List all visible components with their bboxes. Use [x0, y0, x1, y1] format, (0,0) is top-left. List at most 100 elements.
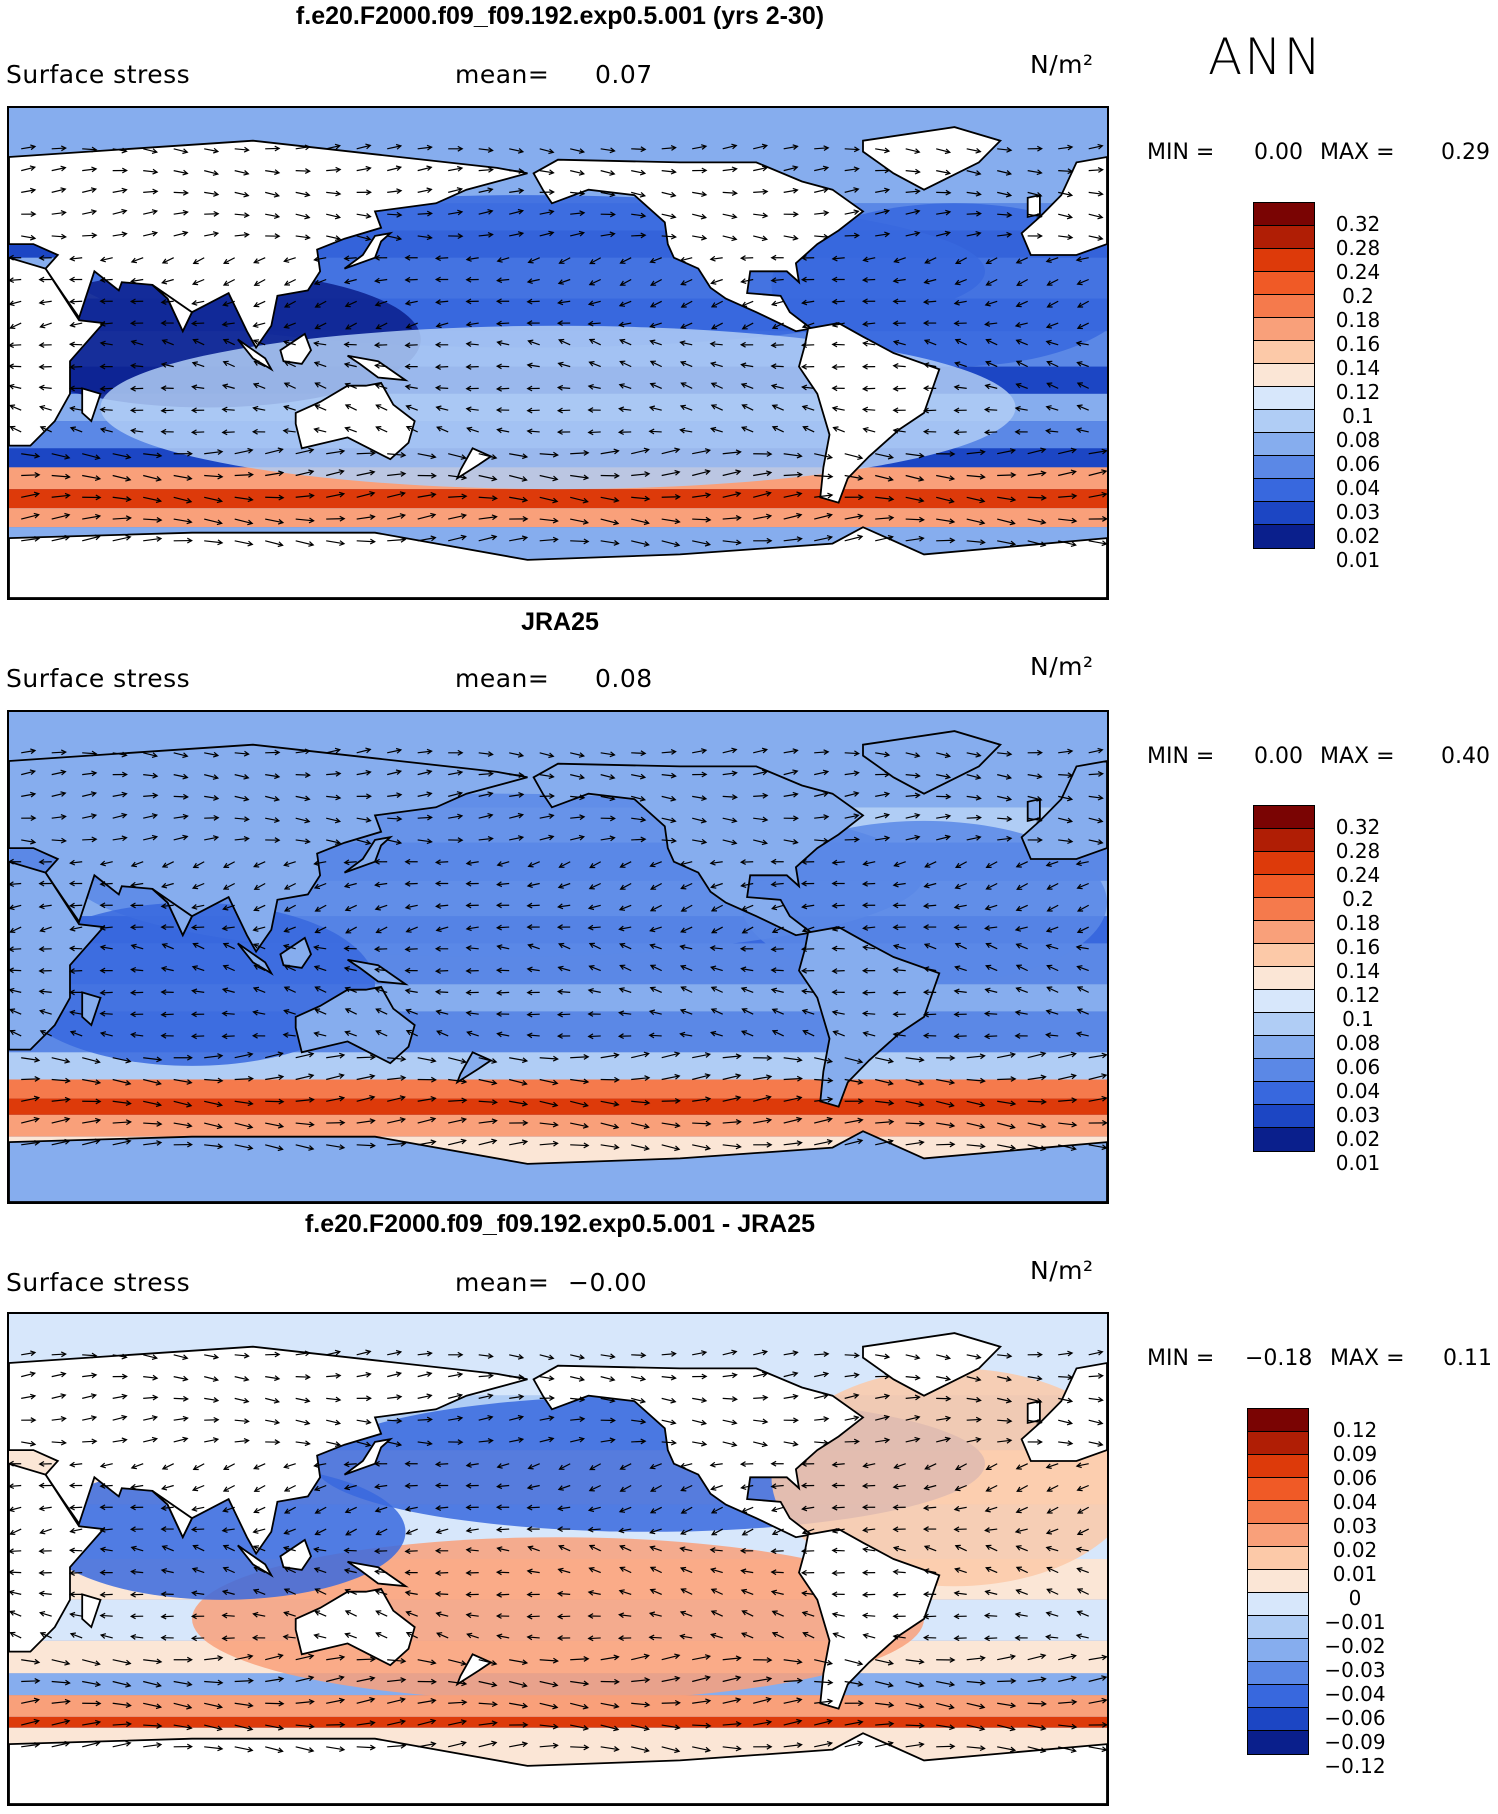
panel-1-mean-value: 0.07 [595, 60, 653, 89]
colorbar-swatch [1248, 1432, 1308, 1455]
colorbar-tick-label: 0.18 [1335, 308, 1381, 332]
panel-2-mean-value: 0.08 [595, 664, 653, 693]
colorbar-swatch [1248, 1501, 1308, 1524]
colorbar-swatch [1254, 456, 1314, 479]
colorbar-swatch [1248, 1593, 1308, 1616]
panel-3-colorbar-labels: 0.12 0.09 0.06 0.04 0.03 0.02 0.01 0 −0.01 −0.02−… [1320, 1418, 1390, 1778]
colorbar-swatch [1254, 806, 1314, 829]
colorbar-swatch [1254, 364, 1314, 387]
colorbar-tick-label: 0.06 [1335, 452, 1381, 476]
colorbar-swatch [1254, 318, 1314, 341]
colorbar-swatch [1254, 944, 1314, 967]
colorbar-swatch [1254, 921, 1314, 944]
colorbar-tick-label: 0.28 [1335, 839, 1381, 863]
colorbar-swatch [1254, 852, 1314, 875]
colorbar-tick-label: 0.03 [1332, 1514, 1378, 1538]
colorbar-tick-label: 0.32 [1335, 212, 1381, 236]
colorbar-swatch [1254, 1059, 1314, 1082]
colorbar-tick-label: 0.08 [1335, 428, 1381, 452]
panel-3-map [7, 1312, 1109, 1806]
colorbar-swatch [1254, 272, 1314, 295]
colorbar-tick-label: 0.24 [1335, 863, 1381, 887]
panel-1-colorbar [1253, 202, 1315, 549]
season-label: ANN [1208, 28, 1324, 86]
colorbar-swatch [1254, 1105, 1314, 1128]
panel-3-units: N/m² [1030, 1256, 1094, 1285]
colorbar-swatch [1254, 875, 1314, 898]
colorbar-tick-label: 0.12 [1332, 1418, 1378, 1442]
colorbar-tick-label: 0.2 [1342, 887, 1374, 911]
colorbar-swatch [1254, 967, 1314, 990]
colorbar-swatch [1248, 1455, 1308, 1478]
colorbar-swatch [1254, 502, 1314, 525]
colorbar-tick-label: 0.1 [1342, 404, 1374, 428]
panel-1-variable: Surface stress [6, 60, 191, 89]
colorbar-tick-label: 0.1 [1342, 1007, 1374, 1031]
colorbar-tick-label: 0.01 [1335, 548, 1381, 572]
colorbar-tick-label: 0.04 [1332, 1490, 1378, 1514]
colorbar-swatch [1254, 410, 1314, 433]
panel-3-mean-label: mean= [455, 1268, 550, 1297]
colorbar-tick-label: −0.01 [1324, 1610, 1386, 1634]
colorbar-tick-label: 0.16 [1335, 935, 1381, 959]
panel-2-map [7, 710, 1109, 1204]
panel-2-colorbar-labels: 0.32 0.28 0.24 0.2 0.18 0.16 0.14 0.12 0.1 0.08 0.… [1323, 815, 1393, 1175]
colorbar-swatch [1254, 341, 1314, 364]
colorbar-swatch [1254, 1036, 1314, 1059]
colorbar-swatch [1248, 1662, 1308, 1685]
colorbar-tick-label: 0.03 [1335, 500, 1381, 524]
colorbar-tick-label: 0.14 [1335, 356, 1381, 380]
colorbar-swatch [1254, 249, 1314, 272]
colorbar-swatch [1248, 1478, 1308, 1501]
colorbar-swatch [1248, 1708, 1308, 1731]
colorbar-swatch [1254, 387, 1314, 410]
colorbar-tick-label: 0.24 [1335, 260, 1381, 284]
colorbar-swatch [1254, 433, 1314, 456]
colorbar-tick-label: 0.01 [1335, 1151, 1381, 1175]
colorbar-tick-label: 0.02 [1335, 524, 1381, 548]
colorbar-swatch [1248, 1409, 1308, 1432]
colorbar-swatch [1254, 1082, 1314, 1105]
panel-1-map [7, 106, 1109, 600]
colorbar-swatch [1254, 1013, 1314, 1036]
colorbar-tick-label: −0.09 [1324, 1730, 1386, 1754]
colorbar-swatch [1248, 1731, 1308, 1754]
colorbar-swatch [1254, 203, 1314, 226]
colorbar-tick-label: 0.16 [1335, 332, 1381, 356]
colorbar-swatch [1248, 1524, 1308, 1547]
colorbar-swatch [1254, 898, 1314, 921]
panel-2-mean-label: mean= [455, 664, 550, 693]
colorbar-swatch [1248, 1547, 1308, 1570]
colorbar-tick-label: 0.04 [1335, 476, 1381, 500]
colorbar-swatch [1248, 1685, 1308, 1708]
colorbar-swatch [1254, 829, 1314, 852]
panel-2-variable: Surface stress [6, 664, 191, 693]
colorbar-tick-label: 0.02 [1335, 1127, 1381, 1151]
colorbar-tick-label: 0 [1348, 1586, 1362, 1610]
panel-1-mean-label: mean= [455, 60, 550, 89]
panel-1-colorbar-labels: 0.32 0.28 0.24 0.2 0.18 0.16 0.14 0.12 0.1 0.08 0.… [1323, 212, 1393, 572]
colorbar-tick-label: 0.12 [1335, 380, 1381, 404]
colorbar-tick-label: 0.06 [1335, 1055, 1381, 1079]
colorbar-swatch [1254, 295, 1314, 318]
colorbar-tick-label: 0.12 [1335, 983, 1381, 1007]
colorbar-tick-label: 0.02 [1332, 1538, 1378, 1562]
panel-3-mean-value: −0.00 [568, 1268, 648, 1297]
colorbar-swatch [1248, 1639, 1308, 1662]
panel-2-title: JRA25 [521, 608, 599, 636]
panel-1-title: f.e20.F2000.f09_f09.192.exp0.5.001 (yrs … [295, 2, 825, 30]
panel-3-variable: Surface stress [6, 1268, 191, 1297]
panel-2-units: N/m² [1030, 652, 1094, 681]
colorbar-tick-label: 0.14 [1335, 959, 1381, 983]
colorbar-tick-label: 0.06 [1332, 1466, 1378, 1490]
colorbar-tick-label: 0.32 [1335, 815, 1381, 839]
panel-3-colorbar [1247, 1408, 1309, 1755]
panel-3-title: f.e20.F2000.f09_f09.192.exp0.5.001 - JRA… [304, 1210, 816, 1238]
panel-1-units: N/m² [1030, 50, 1094, 79]
colorbar-tick-label: 0.18 [1335, 911, 1381, 935]
panel-2-colorbar [1253, 805, 1315, 1152]
colorbar-tick-label: 0.28 [1335, 236, 1381, 260]
colorbar-tick-label: −0.06 [1324, 1706, 1386, 1730]
colorbar-tick-label: 0.2 [1342, 284, 1374, 308]
colorbar-tick-label: 0.09 [1332, 1442, 1378, 1466]
